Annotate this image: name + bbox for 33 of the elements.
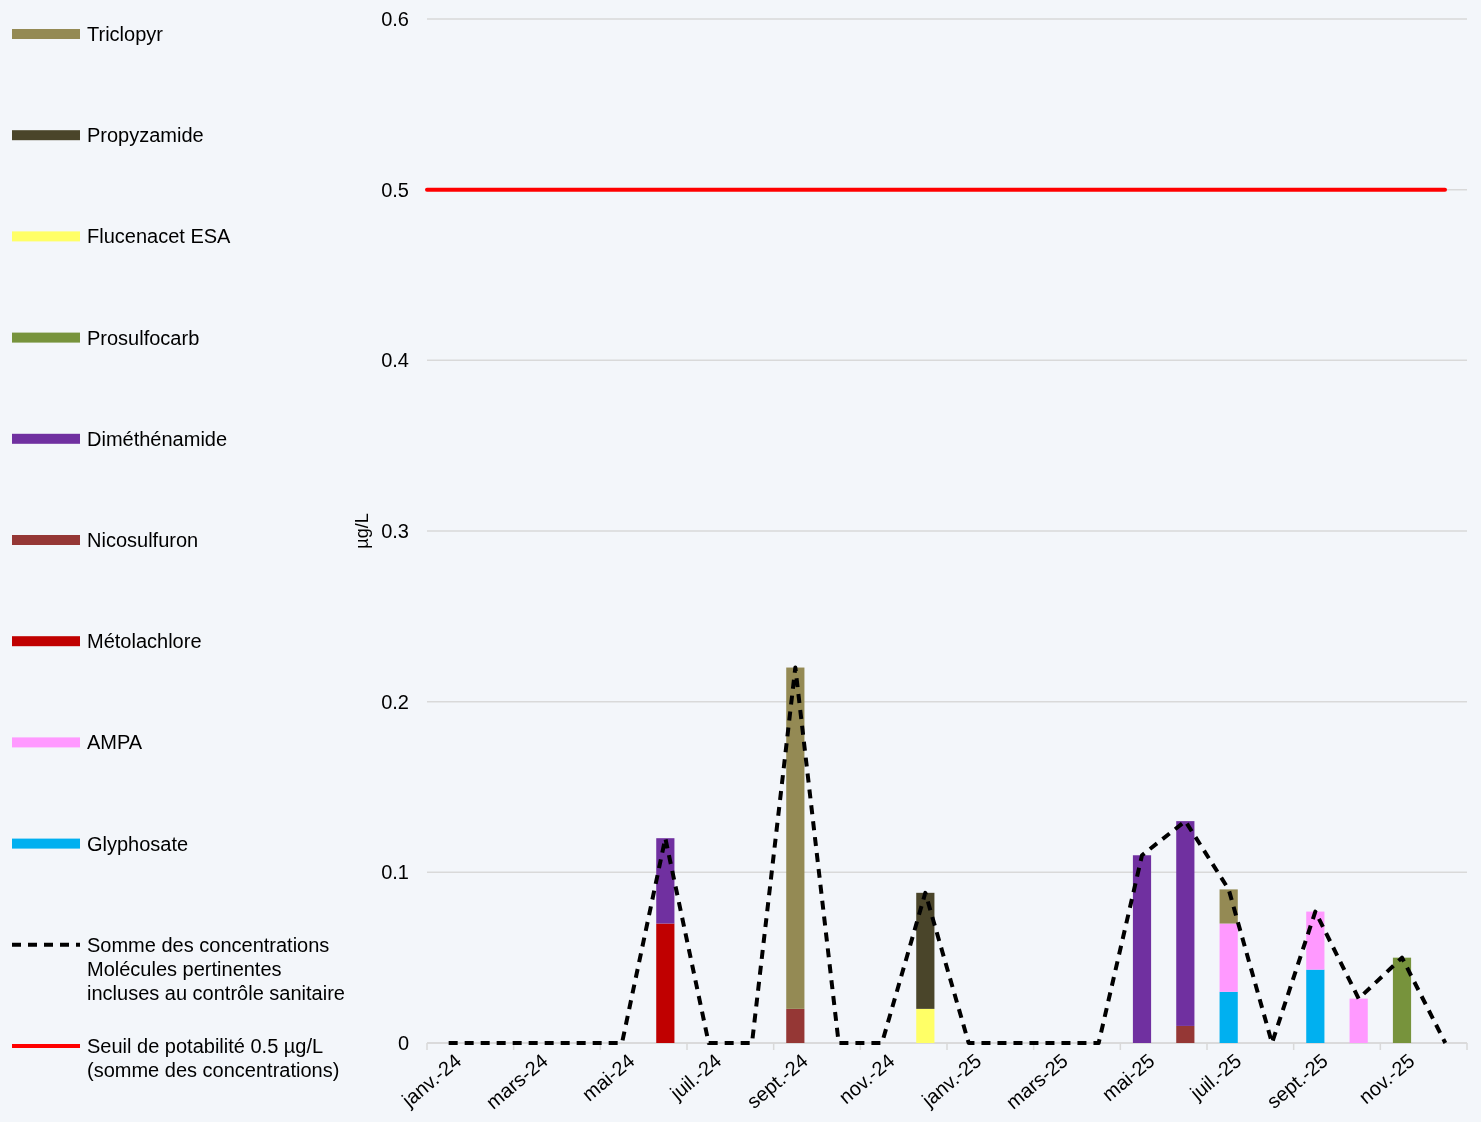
bar: [656, 923, 675, 1043]
legend-label: Seuil de potabilité 0.5 µg/L (somme des concentrations): [87, 1035, 340, 1081]
y-tick-label: 0.2: [381, 690, 409, 713]
bar: [1219, 991, 1238, 1043]
bar: [1392, 957, 1412, 1043]
bar: [1176, 821, 1195, 1026]
legend-label: Diméthénamide: [87, 427, 228, 450]
y-tick-label: 0.6: [381, 8, 409, 30]
legend-label: Somme des concentrations Molécules pertinentes incluses au contrôle sanitaire: [87, 933, 345, 1004]
bar: [786, 1008, 805, 1043]
legend-label: Glyphosate: [87, 832, 189, 855]
legend-label: Nicosulfuron: [87, 529, 199, 551]
bar: [1306, 969, 1325, 1043]
bar: [1349, 998, 1368, 1043]
legend-label: Prosulfocarb: [87, 326, 200, 349]
bar: [1219, 923, 1238, 992]
y-tick-label: 0.5: [381, 178, 409, 201]
bar: [916, 1008, 935, 1043]
legend-label: Flucenacet ESA: [87, 225, 232, 248]
legend-label: Métolachlore: [87, 630, 202, 653]
bar: [1176, 1025, 1195, 1043]
y-tick-label: 0.3: [381, 520, 409, 542]
bar: [1132, 855, 1152, 1043]
y-tick-label: 0: [397, 1032, 409, 1054]
y-axis-title: µg/L: [352, 513, 372, 549]
bar: [916, 892, 935, 1009]
y-tick-label: 0.1: [381, 861, 409, 884]
line-series: [446, 665, 1448, 1045]
bar: [786, 667, 805, 1009]
legend-label: Triclopyr: [87, 23, 164, 45]
legend-label: AMPA: [87, 731, 143, 754]
y-tick-label: 0.4: [381, 349, 409, 372]
legend-label: Propyzamide: [87, 124, 204, 147]
